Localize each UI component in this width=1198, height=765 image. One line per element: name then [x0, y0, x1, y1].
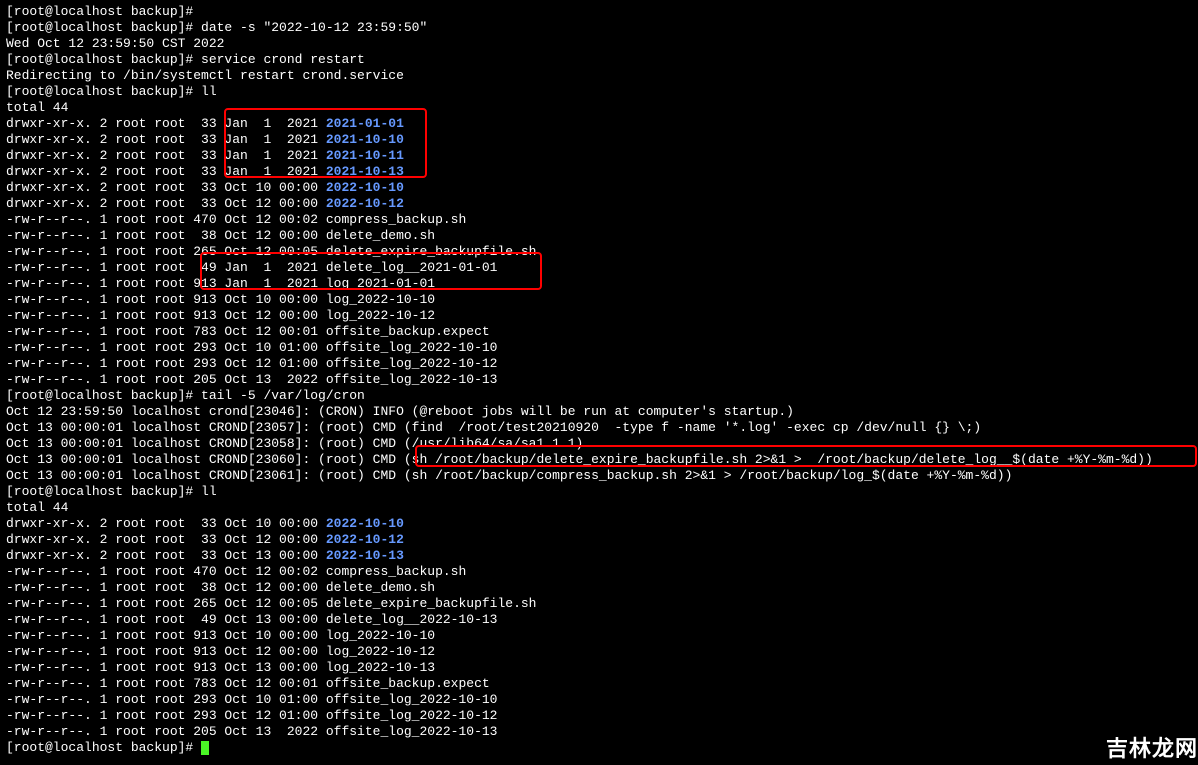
terminal-output[interactable]: [root@localhost backup]# [root@localhost… — [0, 0, 1198, 760]
terminal-line: drwxr-xr-x. 2 root root 33 Jan 1 2021 20… — [6, 164, 1192, 180]
terminal-line: -rw-r--r--. 1 root root 49 Oct 13 00:00 … — [6, 612, 1192, 628]
terminal-line: -rw-r--r--. 1 root root 913 Oct 10 00:00… — [6, 628, 1192, 644]
terminal-line: [root@localhost backup]# ll — [6, 484, 1192, 500]
terminal-line: -rw-r--r--. 1 root root 265 Oct 12 00:05… — [6, 244, 1192, 260]
terminal-line: Oct 13 00:00:01 localhost CROND[23061]: … — [6, 468, 1192, 484]
terminal-line: Oct 12 23:59:50 localhost crond[23046]: … — [6, 404, 1192, 420]
terminal-line: -rw-r--r--. 1 root root 470 Oct 12 00:02… — [6, 564, 1192, 580]
terminal-line: -rw-r--r--. 1 root root 293 Oct 12 01:00… — [6, 708, 1192, 724]
terminal-line: -rw-r--r--. 1 root root 265 Oct 12 00:05… — [6, 596, 1192, 612]
terminal-line: -rw-r--r--. 1 root root 293 Oct 10 01:00… — [6, 340, 1192, 356]
terminal-line: [root@localhost backup]# service crond r… — [6, 52, 1192, 68]
terminal-line: -rw-r--r--. 1 root root 38 Oct 12 00:00 … — [6, 228, 1192, 244]
terminal-line: [root@localhost backup]# — [6, 4, 1192, 20]
terminal-line: -rw-r--r--. 1 root root 38 Oct 12 00:00 … — [6, 580, 1192, 596]
terminal-line: -rw-r--r--. 1 root root 913 Oct 12 00:00… — [6, 644, 1192, 660]
terminal-line: Redirecting to /bin/systemctl restart cr… — [6, 68, 1192, 84]
terminal-line: -rw-r--r--. 1 root root 205 Oct 13 2022 … — [6, 372, 1192, 388]
terminal-line: drwxr-xr-x. 2 root root 33 Oct 10 00:00 … — [6, 180, 1192, 196]
terminal-line: [root@localhost backup]# — [6, 740, 1192, 756]
terminal-line: total 44 — [6, 500, 1192, 516]
terminal-line: Oct 13 00:00:01 localhost CROND[23057]: … — [6, 420, 1192, 436]
terminal-line: drwxr-xr-x. 2 root root 33 Jan 1 2021 20… — [6, 148, 1192, 164]
terminal-line: drwxr-xr-x. 2 root root 33 Oct 13 00:00 … — [6, 548, 1192, 564]
terminal-line: -rw-r--r--. 1 root root 293 Oct 12 01:00… — [6, 356, 1192, 372]
terminal-line: drwxr-xr-x. 2 root root 33 Oct 12 00:00 … — [6, 532, 1192, 548]
cursor — [201, 741, 209, 755]
terminal-line: [root@localhost backup]# ll — [6, 84, 1192, 100]
terminal-line: -rw-r--r--. 1 root root 293 Oct 10 01:00… — [6, 692, 1192, 708]
terminal-line: -rw-r--r--. 1 root root 913 Jan 1 2021 l… — [6, 276, 1192, 292]
terminal-line: -rw-r--r--. 1 root root 913 Oct 10 00:00… — [6, 292, 1192, 308]
terminal-line: -rw-r--r--. 1 root root 470 Oct 12 00:02… — [6, 212, 1192, 228]
terminal-line: -rw-r--r--. 1 root root 783 Oct 12 00:01… — [6, 324, 1192, 340]
terminal-line: -rw-r--r--. 1 root root 205 Oct 13 2022 … — [6, 724, 1192, 740]
terminal-line: -rw-r--r--. 1 root root 783 Oct 12 00:01… — [6, 676, 1192, 692]
terminal-line: [root@localhost backup]# tail -5 /var/lo… — [6, 388, 1192, 404]
terminal-line: drwxr-xr-x. 2 root root 33 Oct 10 00:00 … — [6, 516, 1192, 532]
terminal-line: Wed Oct 12 23:59:50 CST 2022 — [6, 36, 1192, 52]
terminal-line: [root@localhost backup]# date -s "2022-1… — [6, 20, 1192, 36]
terminal-line: -rw-r--r--. 1 root root 913 Oct 13 00:00… — [6, 660, 1192, 676]
terminal-line: total 44 — [6, 100, 1192, 116]
terminal-line: Oct 13 00:00:01 localhost CROND[23060]: … — [6, 452, 1192, 468]
terminal-line: drwxr-xr-x. 2 root root 33 Jan 1 2021 20… — [6, 132, 1192, 148]
terminal-line: -rw-r--r--. 1 root root 49 Jan 1 2021 de… — [6, 260, 1192, 276]
terminal-line: Oct 13 00:00:01 localhost CROND[23058]: … — [6, 436, 1192, 452]
terminal-line: -rw-r--r--. 1 root root 913 Oct 12 00:00… — [6, 308, 1192, 324]
terminal-line: drwxr-xr-x. 2 root root 33 Oct 12 00:00 … — [6, 196, 1192, 212]
watermark-text: 吉林龙网 — [1106, 741, 1198, 757]
terminal-line: drwxr-xr-x. 2 root root 33 Jan 1 2021 20… — [6, 116, 1192, 132]
